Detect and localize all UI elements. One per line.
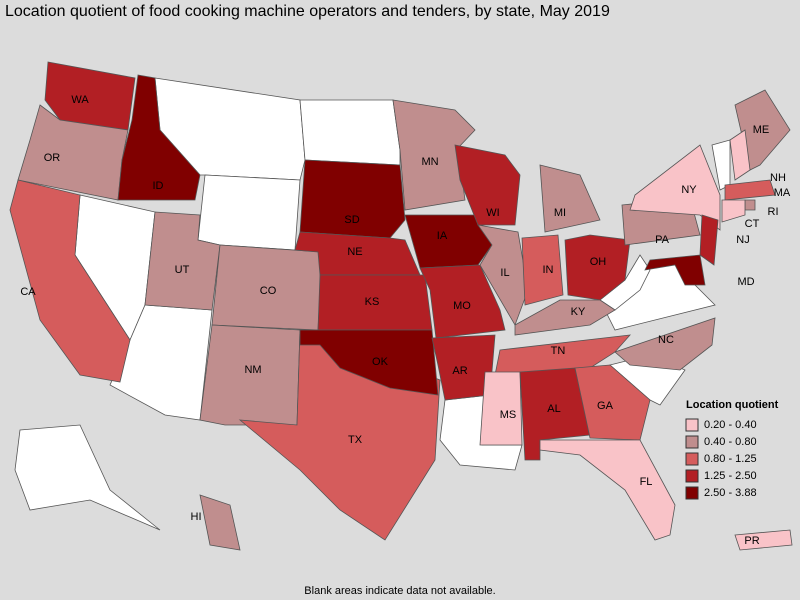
- legend-label: 1.25 - 2.50: [704, 470, 757, 482]
- legend-swatch: [685, 452, 699, 466]
- state-label: CA: [20, 286, 36, 298]
- state-label: OK: [372, 356, 389, 368]
- state-label: IA: [437, 230, 448, 242]
- state-label: IN: [543, 264, 554, 276]
- state: [514, 299, 616, 336]
- state: [404, 214, 493, 269]
- state-label: NJ: [736, 234, 749, 246]
- legend-swatch: [685, 418, 699, 432]
- state: [199, 494, 241, 551]
- state-no-data: [14, 424, 161, 531]
- state-label: HI: [191, 511, 202, 523]
- state: [539, 439, 676, 541]
- state-label: GA: [597, 400, 614, 412]
- state-label: CT: [745, 218, 760, 230]
- state-label: SD: [344, 214, 359, 226]
- state-label: UT: [175, 264, 190, 276]
- state-label: RI: [768, 206, 779, 218]
- state: [721, 199, 746, 223]
- legend-swatch: [685, 486, 699, 500]
- state: [479, 371, 523, 446]
- state-label: MS: [500, 409, 517, 421]
- legend-title: Location quotient: [686, 399, 779, 411]
- state: [734, 529, 793, 551]
- state: [564, 234, 631, 301]
- legend-label: 0.40 - 0.80: [704, 436, 757, 448]
- state-label: MN: [421, 156, 438, 168]
- state: [431, 334, 496, 401]
- state-label: ID: [153, 180, 164, 192]
- state: [729, 129, 751, 181]
- state-label: WI: [486, 207, 499, 219]
- state: [699, 214, 719, 266]
- state-label: MA: [774, 187, 791, 199]
- legend-label: 0.80 - 1.25: [704, 453, 757, 465]
- state-label: IL: [500, 267, 509, 279]
- state-label: ME: [753, 124, 770, 136]
- state-label: NE: [347, 246, 362, 258]
- state-label: PA: [655, 234, 670, 246]
- state-label: TX: [348, 434, 363, 446]
- state: [117, 74, 201, 201]
- states: WA OR ID CA UT CO NM TX SD NE KS OK IA MO AR MN WI IL MI IN…: [9, 61, 793, 551]
- state-no-data: [197, 174, 301, 251]
- state-label: KS: [365, 296, 380, 308]
- legend-swatch: [685, 435, 699, 449]
- state: [614, 317, 716, 371]
- state-label: NH: [770, 172, 786, 184]
- state-label: NY: [681, 184, 697, 196]
- legend-swatch: [685, 469, 699, 483]
- state: [9, 179, 131, 383]
- state-no-data: [299, 99, 401, 166]
- state-label: NC: [658, 334, 674, 346]
- state-label: PR: [744, 535, 759, 547]
- state: [299, 159, 406, 239]
- state-label: FL: [640, 476, 653, 488]
- state: [629, 144, 721, 231]
- state-label: MD: [737, 276, 754, 288]
- state-label: AL: [547, 403, 560, 415]
- state-label: KY: [571, 306, 586, 318]
- state-label: TN: [551, 345, 566, 357]
- state: [521, 234, 564, 306]
- state-label: MI: [554, 207, 566, 219]
- state-label: MO: [453, 300, 471, 312]
- state: [454, 144, 521, 226]
- state: [494, 334, 631, 376]
- legend-label: 0.20 - 0.40: [704, 419, 757, 431]
- state: [724, 179, 776, 201]
- footnote: Blank areas indicate data not available.: [304, 585, 495, 597]
- state-label: NM: [244, 364, 261, 376]
- state-label: OR: [44, 152, 61, 164]
- state-label: AR: [452, 365, 467, 377]
- state: [574, 364, 651, 441]
- legend: Location quotient 0.20 - 0.40 0.40 - 0.80…: [685, 399, 779, 500]
- state: [644, 254, 706, 286]
- state-label: WA: [71, 94, 89, 106]
- state-label: CO: [260, 285, 277, 297]
- state: [539, 164, 601, 233]
- map-title: Location quotient of food cooking machin…: [5, 3, 610, 20]
- state: [744, 199, 756, 211]
- state-label: OH: [590, 256, 607, 268]
- legend-label: 2.50 - 3.88: [704, 487, 757, 499]
